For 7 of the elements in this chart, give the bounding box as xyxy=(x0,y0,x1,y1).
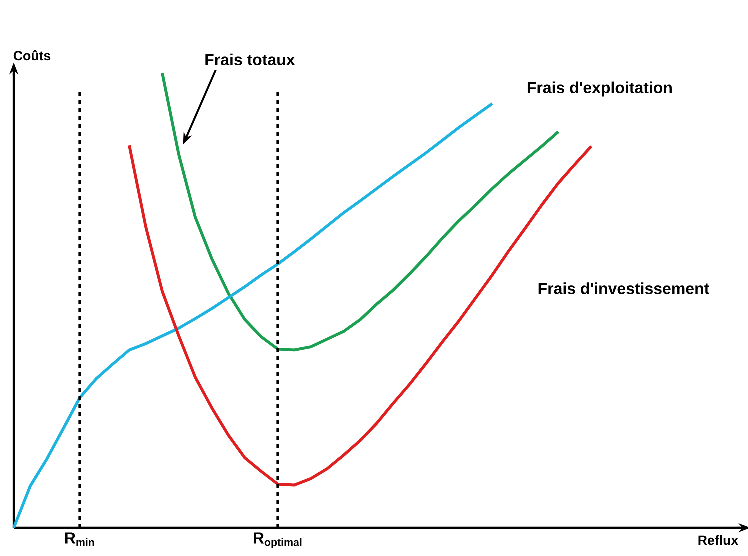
x-axis-title: Reflux xyxy=(698,535,739,546)
text: Frais d'investissement xyxy=(538,282,710,294)
y-axis-title: Coûts xyxy=(14,50,51,61)
x-tick-label: R$_{optimal}$ xyxy=(254,532,302,548)
text: Frais totaux xyxy=(206,54,296,66)
text: Frais d'exploitation xyxy=(528,82,672,97)
x-tick-label: R$_{min}$ xyxy=(65,532,94,546)
